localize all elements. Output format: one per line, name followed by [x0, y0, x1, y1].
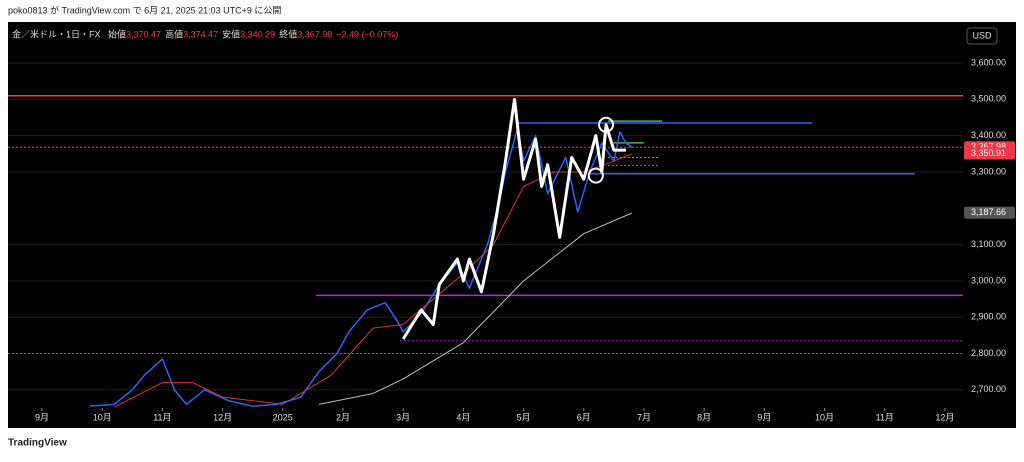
- corner: [963, 408, 1016, 428]
- change: −2.49 (−0.07%): [336, 29, 398, 39]
- y-tick-label: 3,400.00: [971, 130, 1006, 140]
- price-badge-label: 3,187.66: [971, 207, 1006, 217]
- ohlc-value: 3,340.29: [240, 29, 275, 39]
- y-tick-label: 2,700.00: [971, 384, 1006, 394]
- x-tick-label: 9月: [757, 412, 771, 422]
- marker: [587, 167, 604, 184]
- ohlc-label: 始値: [108, 28, 126, 39]
- x-tick-label: 4月: [456, 412, 470, 422]
- x-tick-label: 2月: [336, 412, 350, 422]
- y-tick-label: 3,300.00: [971, 166, 1006, 176]
- x-tick-label: 9月: [35, 412, 49, 422]
- ohlc-value: 3,367.98: [297, 29, 332, 39]
- series-line: [401, 97, 626, 340]
- price-badge-label: 3,350.91: [971, 148, 1006, 158]
- series-line: [318, 212, 633, 405]
- ohlc-label: 安値: [222, 28, 240, 39]
- header: poko0813 が TradingView.com で 6月 21, 2025…: [8, 4, 281, 15]
- x-tick-label: 12月: [935, 412, 954, 422]
- x-tick-label: 12月: [213, 412, 232, 422]
- x-tick-label: 11月: [876, 412, 894, 422]
- x-tick-label: 6月: [577, 412, 591, 422]
- ohlc-value: 3,370.47: [126, 29, 161, 39]
- x-tick-label: 11月: [153, 412, 171, 422]
- x-tick-label: 10月: [815, 412, 834, 422]
- plot: [8, 62, 963, 408]
- y-tick-label: 3,100.00: [971, 239, 1006, 249]
- ohlc-value: 3,374.47: [183, 29, 218, 39]
- y-tick-label: 3,000.00: [971, 275, 1006, 285]
- price-badge: [964, 206, 1015, 219]
- symbol: 金／米ドル・1日・FX: [12, 28, 101, 39]
- x-tick-label: 10月: [93, 412, 112, 422]
- currency: USD: [972, 30, 992, 40]
- x-tick-label: 2025: [273, 412, 293, 422]
- price-badge-label: 3,367.98: [971, 142, 1006, 152]
- y-tick-label: 2,800.00: [971, 348, 1006, 358]
- x-tick-label: 5月: [517, 412, 531, 422]
- y-tick-label: 3,500.00: [971, 94, 1006, 104]
- x-tick-label: 7月: [637, 412, 651, 422]
- y-tick-label: 3,600.00: [971, 57, 1006, 67]
- ohlc-label: 終値: [279, 28, 297, 39]
- marker: [598, 116, 615, 133]
- footer-logo: TradingView: [8, 438, 67, 449]
- price-badge: [964, 147, 1015, 160]
- x-tick-label: 8月: [697, 412, 711, 422]
- x-axis-bg: [8, 408, 963, 428]
- currency-button[interactable]: [966, 27, 998, 45]
- x-tick-label: 3月: [396, 412, 410, 422]
- ohlc-label: 高値: [165, 28, 183, 39]
- y-tick-label: 2,900.00: [971, 312, 1006, 322]
- plot-bg: [8, 22, 963, 408]
